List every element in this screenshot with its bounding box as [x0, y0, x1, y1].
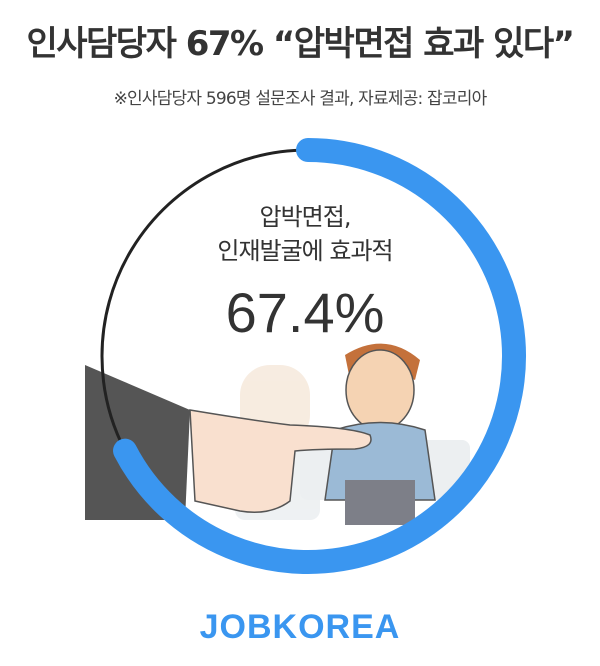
chart-label-line2: 인재발굴에 효과적 — [217, 237, 393, 265]
donut-ring — [100, 138, 526, 574]
man-face — [345, 349, 415, 431]
donut-segment-effective — [113, 138, 526, 574]
subtitle: ※인사담당자 596명 설문조사 결과, 자료제공: 잡코리아 — [113, 89, 488, 109]
jobkorea-logo: JOBKOREA — [199, 608, 401, 646]
donut-segment-remainder — [100, 148, 309, 452]
suit-sleeve — [85, 365, 190, 520]
chart-value-label: 67.4% — [225, 281, 385, 344]
page-title: 인사담당자 67% “압박면접 효과 있다” — [26, 24, 575, 64]
pointing-hand — [189, 409, 372, 513]
illustration — [85, 343, 470, 525]
chart-label-line1: 압박면접, — [259, 203, 352, 231]
man-trousers — [345, 480, 415, 525]
